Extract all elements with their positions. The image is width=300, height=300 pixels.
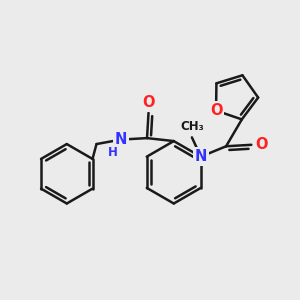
Text: O: O — [142, 95, 155, 110]
Text: N: N — [115, 132, 127, 147]
Text: H: H — [108, 146, 118, 160]
Text: CH₃: CH₃ — [180, 120, 204, 133]
Text: O: O — [210, 103, 222, 118]
Text: N: N — [195, 149, 207, 164]
Text: O: O — [256, 137, 268, 152]
